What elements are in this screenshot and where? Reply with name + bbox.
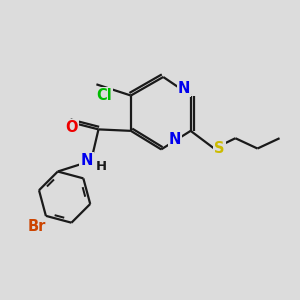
Text: N: N — [169, 132, 181, 147]
Text: H: H — [96, 160, 107, 173]
Text: O: O — [66, 120, 78, 135]
Text: N: N — [80, 153, 93, 168]
Text: Br: Br — [28, 219, 46, 234]
Text: S: S — [214, 141, 224, 156]
Text: N: N — [178, 81, 190, 96]
Text: Cl: Cl — [97, 88, 112, 103]
